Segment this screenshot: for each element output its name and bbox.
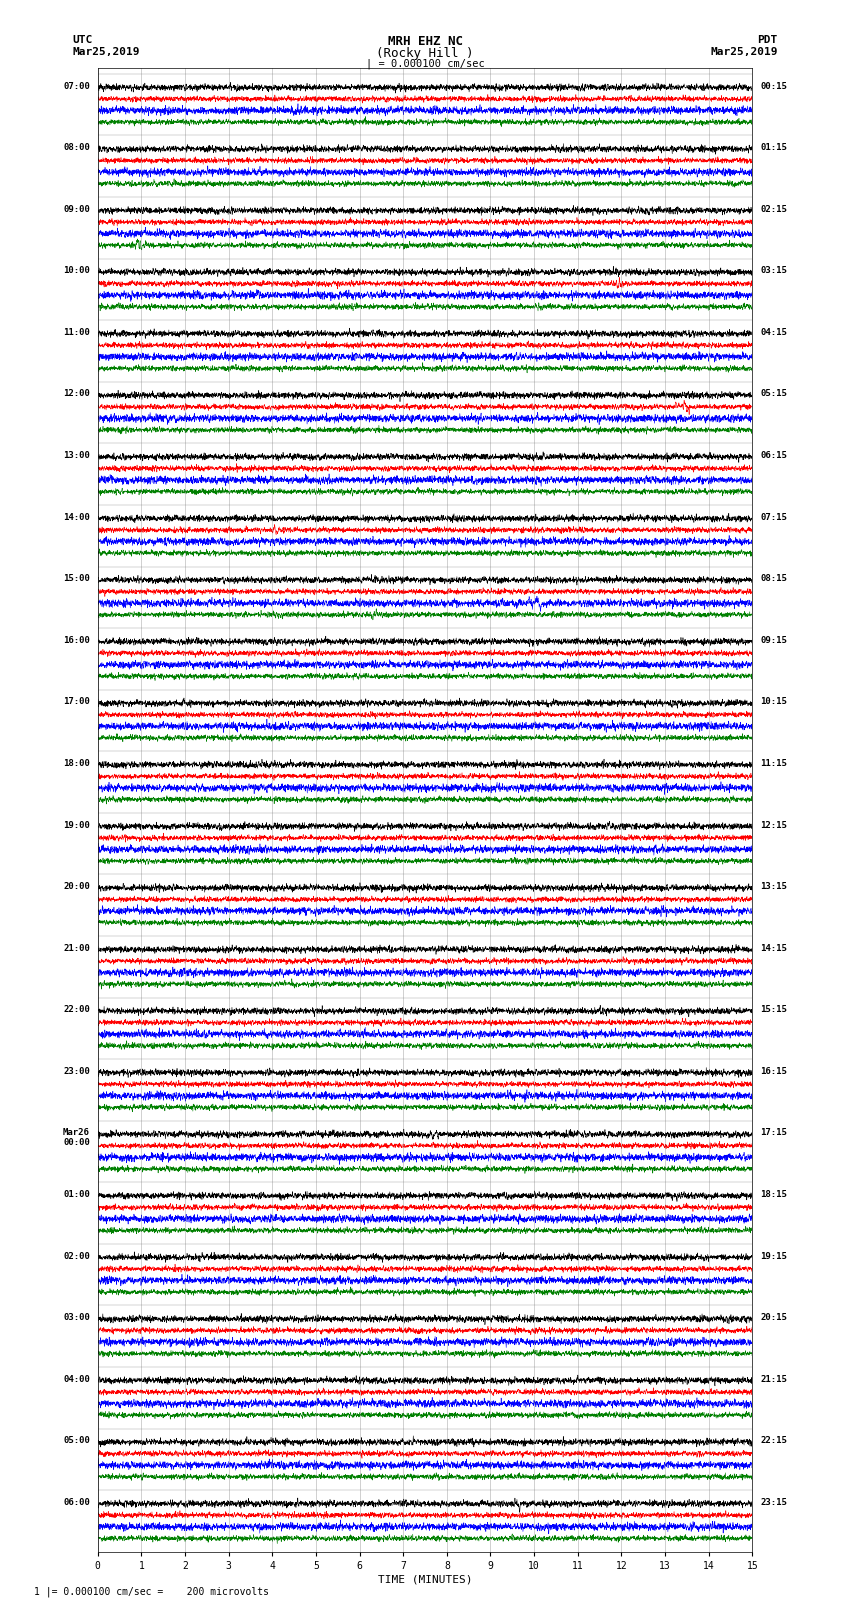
Text: 08:00: 08:00 bbox=[63, 144, 90, 152]
Text: 18:00: 18:00 bbox=[63, 760, 90, 768]
Text: 01:15: 01:15 bbox=[760, 144, 787, 152]
Text: 07:15: 07:15 bbox=[760, 513, 787, 521]
Text: PDT: PDT bbox=[757, 35, 778, 45]
Text: 13:00: 13:00 bbox=[63, 452, 90, 460]
Text: 08:15: 08:15 bbox=[760, 574, 787, 584]
Text: 09:00: 09:00 bbox=[63, 205, 90, 215]
Text: 20:15: 20:15 bbox=[760, 1313, 787, 1323]
Text: (Rocky Hill ): (Rocky Hill ) bbox=[377, 47, 473, 60]
Text: Mar25,2019: Mar25,2019 bbox=[72, 47, 139, 56]
Text: 12:00: 12:00 bbox=[63, 389, 90, 398]
Text: 22:15: 22:15 bbox=[760, 1436, 787, 1445]
Text: | = 0.000100 cm/sec: | = 0.000100 cm/sec bbox=[366, 58, 484, 69]
Text: 05:00: 05:00 bbox=[63, 1436, 90, 1445]
Text: 05:15: 05:15 bbox=[760, 389, 787, 398]
Text: 16:00: 16:00 bbox=[63, 636, 90, 645]
X-axis label: TIME (MINUTES): TIME (MINUTES) bbox=[377, 1574, 473, 1586]
Text: 15:00: 15:00 bbox=[63, 574, 90, 584]
Text: 10:15: 10:15 bbox=[760, 697, 787, 706]
Text: 21:00: 21:00 bbox=[63, 944, 90, 953]
Text: 16:15: 16:15 bbox=[760, 1066, 787, 1076]
Text: 1 |= 0.000100 cm/sec =    200 microvolts: 1 |= 0.000100 cm/sec = 200 microvolts bbox=[34, 1586, 269, 1597]
Text: 23:00: 23:00 bbox=[63, 1066, 90, 1076]
Text: 11:00: 11:00 bbox=[63, 327, 90, 337]
Text: 11:15: 11:15 bbox=[760, 760, 787, 768]
Text: 02:00: 02:00 bbox=[63, 1252, 90, 1260]
Text: 14:00: 14:00 bbox=[63, 513, 90, 521]
Text: 15:15: 15:15 bbox=[760, 1005, 787, 1015]
Text: 04:00: 04:00 bbox=[63, 1374, 90, 1384]
Text: 18:15: 18:15 bbox=[760, 1190, 787, 1198]
Text: 03:00: 03:00 bbox=[63, 1313, 90, 1323]
Text: 02:15: 02:15 bbox=[760, 205, 787, 215]
Text: 19:15: 19:15 bbox=[760, 1252, 787, 1260]
Text: 03:15: 03:15 bbox=[760, 266, 787, 276]
Text: Mar25,2019: Mar25,2019 bbox=[711, 47, 778, 56]
Text: 14:15: 14:15 bbox=[760, 944, 787, 953]
Text: 22:00: 22:00 bbox=[63, 1005, 90, 1015]
Text: 17:15: 17:15 bbox=[760, 1129, 787, 1137]
Text: 09:15: 09:15 bbox=[760, 636, 787, 645]
Text: 20:00: 20:00 bbox=[63, 882, 90, 890]
Text: 01:00: 01:00 bbox=[63, 1190, 90, 1198]
Text: 04:15: 04:15 bbox=[760, 327, 787, 337]
Text: 17:00: 17:00 bbox=[63, 697, 90, 706]
Text: 00:15: 00:15 bbox=[760, 82, 787, 90]
Text: 10:00: 10:00 bbox=[63, 266, 90, 276]
Text: 12:15: 12:15 bbox=[760, 821, 787, 829]
Text: 19:00: 19:00 bbox=[63, 821, 90, 829]
Text: 21:15: 21:15 bbox=[760, 1374, 787, 1384]
Text: 07:00: 07:00 bbox=[63, 82, 90, 90]
Text: 23:15: 23:15 bbox=[760, 1498, 787, 1507]
Text: 06:00: 06:00 bbox=[63, 1498, 90, 1507]
Text: MRH EHZ NC: MRH EHZ NC bbox=[388, 35, 462, 48]
Text: UTC: UTC bbox=[72, 35, 93, 45]
Text: 13:15: 13:15 bbox=[760, 882, 787, 890]
Text: Mar26
00:00: Mar26 00:00 bbox=[63, 1129, 90, 1147]
Text: 06:15: 06:15 bbox=[760, 452, 787, 460]
